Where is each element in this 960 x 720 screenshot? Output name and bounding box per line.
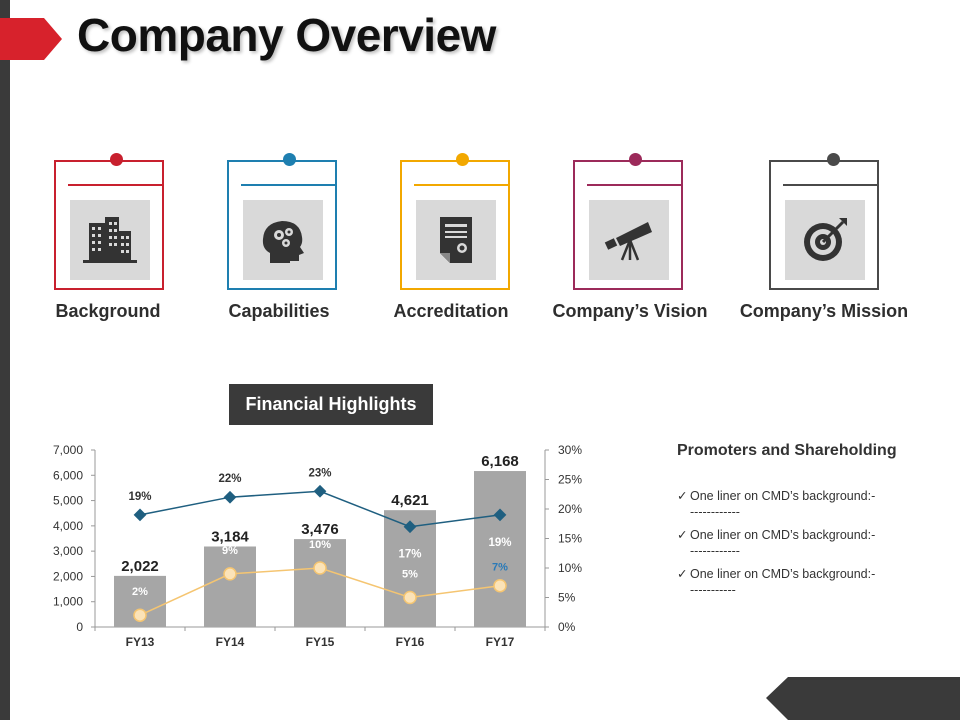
line-marker <box>493 508 507 522</box>
card-dot <box>629 153 642 166</box>
line-data-label: 17% <box>398 549 421 561</box>
card-accreditation[interactable] <box>400 153 510 290</box>
card-frame <box>769 160 879 290</box>
x-tick-label: FY14 <box>216 635 245 649</box>
y-left-tick-label: 3,000 <box>53 544 83 558</box>
line-data-label: 9% <box>222 545 238 557</box>
y-left-tick-label: 6,000 <box>53 468 83 482</box>
line-data-label: 7% <box>492 562 508 574</box>
card-frame <box>400 160 510 290</box>
line-marker <box>403 590 417 605</box>
check-icon: ✓ <box>677 567 688 581</box>
y-right-tick-label: 20% <box>558 502 582 516</box>
target-icon <box>785 200 865 280</box>
card-dot <box>827 153 840 166</box>
y-right-tick-label: 30% <box>558 443 582 457</box>
card-background[interactable] <box>54 153 164 290</box>
y-left-tick-label: 2,000 <box>53 569 83 583</box>
bar <box>294 539 346 627</box>
list-item: ✓ One liner on CMD’s background:--------… <box>677 566 877 598</box>
card-inner-line <box>68 184 164 186</box>
card-company-vision[interactable] <box>573 153 683 290</box>
card-inner-line <box>783 184 879 186</box>
card-company-mission[interactable] <box>769 153 879 290</box>
card-label-capabilities: Capabilities <box>228 301 330 321</box>
card-label-accreditation: Accreditation <box>393 301 509 321</box>
y-left-tick-label: 5,000 <box>53 494 83 508</box>
line-data-label: 22% <box>218 473 241 485</box>
y-right-tick-label: 25% <box>558 473 582 487</box>
bar-data-label: 3,184 <box>211 528 249 545</box>
card-inner-line <box>587 184 683 186</box>
bar <box>204 546 256 627</box>
line-data-label: 5% <box>402 569 418 581</box>
card-label-company-vision: Company’s Vision <box>552 301 708 321</box>
promoters-list: ✓ One liner on CMD’s background:--------… <box>677 488 877 605</box>
card-inner-line <box>241 184 337 186</box>
card-dot <box>456 153 469 166</box>
card-frame <box>54 160 164 290</box>
bar-data-label: 2,022 <box>121 558 159 575</box>
line-marker <box>133 508 147 522</box>
list-item: ✓ One liner on CMD’s background:--------… <box>677 488 877 520</box>
buildings-icon <box>70 200 150 280</box>
title-arrow-shape <box>0 18 62 60</box>
card-frame <box>573 160 683 290</box>
card-dot <box>283 153 296 166</box>
corner-decoration <box>766 677 960 720</box>
promoters-title: Promoters and Shareholding <box>677 442 897 459</box>
x-tick-label: FY16 <box>396 635 425 649</box>
list-item-text: One liner on CMD’s background:----------… <box>690 528 876 558</box>
line-marker <box>493 578 507 593</box>
line-data-label: 10% <box>309 539 331 551</box>
x-tick-label: FY17 <box>486 635 515 649</box>
page-title: Company Overview <box>77 9 496 61</box>
financial-chart: 0 1,000 2,000 3,000 4,000 5,000 6,000 7,000 0% 5%… <box>53 443 582 649</box>
y-right-tick-label: 15% <box>558 532 582 546</box>
card-dot <box>110 153 123 166</box>
check-icon: ✓ <box>677 528 688 542</box>
bar-data-label: 4,621 <box>391 492 429 509</box>
y-right-tick-label: 0% <box>558 620 576 634</box>
y-right-tick-label: 10% <box>558 561 582 575</box>
list-item-text: One liner on CMD’s background:----------… <box>690 489 876 519</box>
bar <box>474 471 526 627</box>
line-marker <box>313 484 327 498</box>
financial-highlights-badge: Financial Highlights <box>229 384 433 425</box>
check-icon: ✓ <box>677 489 688 503</box>
card-capabilities[interactable] <box>227 153 337 290</box>
line-data-label: 2% <box>132 586 148 598</box>
line-marker <box>223 490 237 504</box>
line-marker <box>223 567 237 581</box>
x-tick-label: FY13 <box>126 635 155 649</box>
y-left-tick-label: 0 <box>76 620 83 634</box>
brain-gears-icon <box>243 200 323 280</box>
line-marker <box>133 608 147 622</box>
card-inner-line <box>414 184 510 186</box>
list-item-text: One liner on CMD’s background:----------… <box>690 567 876 597</box>
line-data-label: 19% <box>488 537 511 549</box>
bar-data-label: 3,476 <box>301 521 339 538</box>
line-data-label: 23% <box>308 467 331 479</box>
x-tick-label: FY15 <box>306 635 335 649</box>
certificate-icon <box>416 200 496 280</box>
y-left-tick-label: 7,000 <box>53 443 83 457</box>
card-label-background: Background <box>55 301 161 321</box>
y-right-tick-label: 5% <box>558 591 576 605</box>
card-frame <box>227 160 337 290</box>
y-left-tick-label: 4,000 <box>53 519 83 533</box>
telescope-icon <box>589 200 669 280</box>
list-item: ✓ One liner on CMD’s background:--------… <box>677 527 877 559</box>
card-label-company-mission: Company’s Mission <box>739 301 909 321</box>
y-left-tick-label: 1,000 <box>53 595 83 609</box>
line-data-label: 19% <box>128 491 151 503</box>
bar-data-label: 6,168 <box>481 453 519 470</box>
line-marker <box>313 561 327 575</box>
left-accent-bar <box>0 0 10 720</box>
